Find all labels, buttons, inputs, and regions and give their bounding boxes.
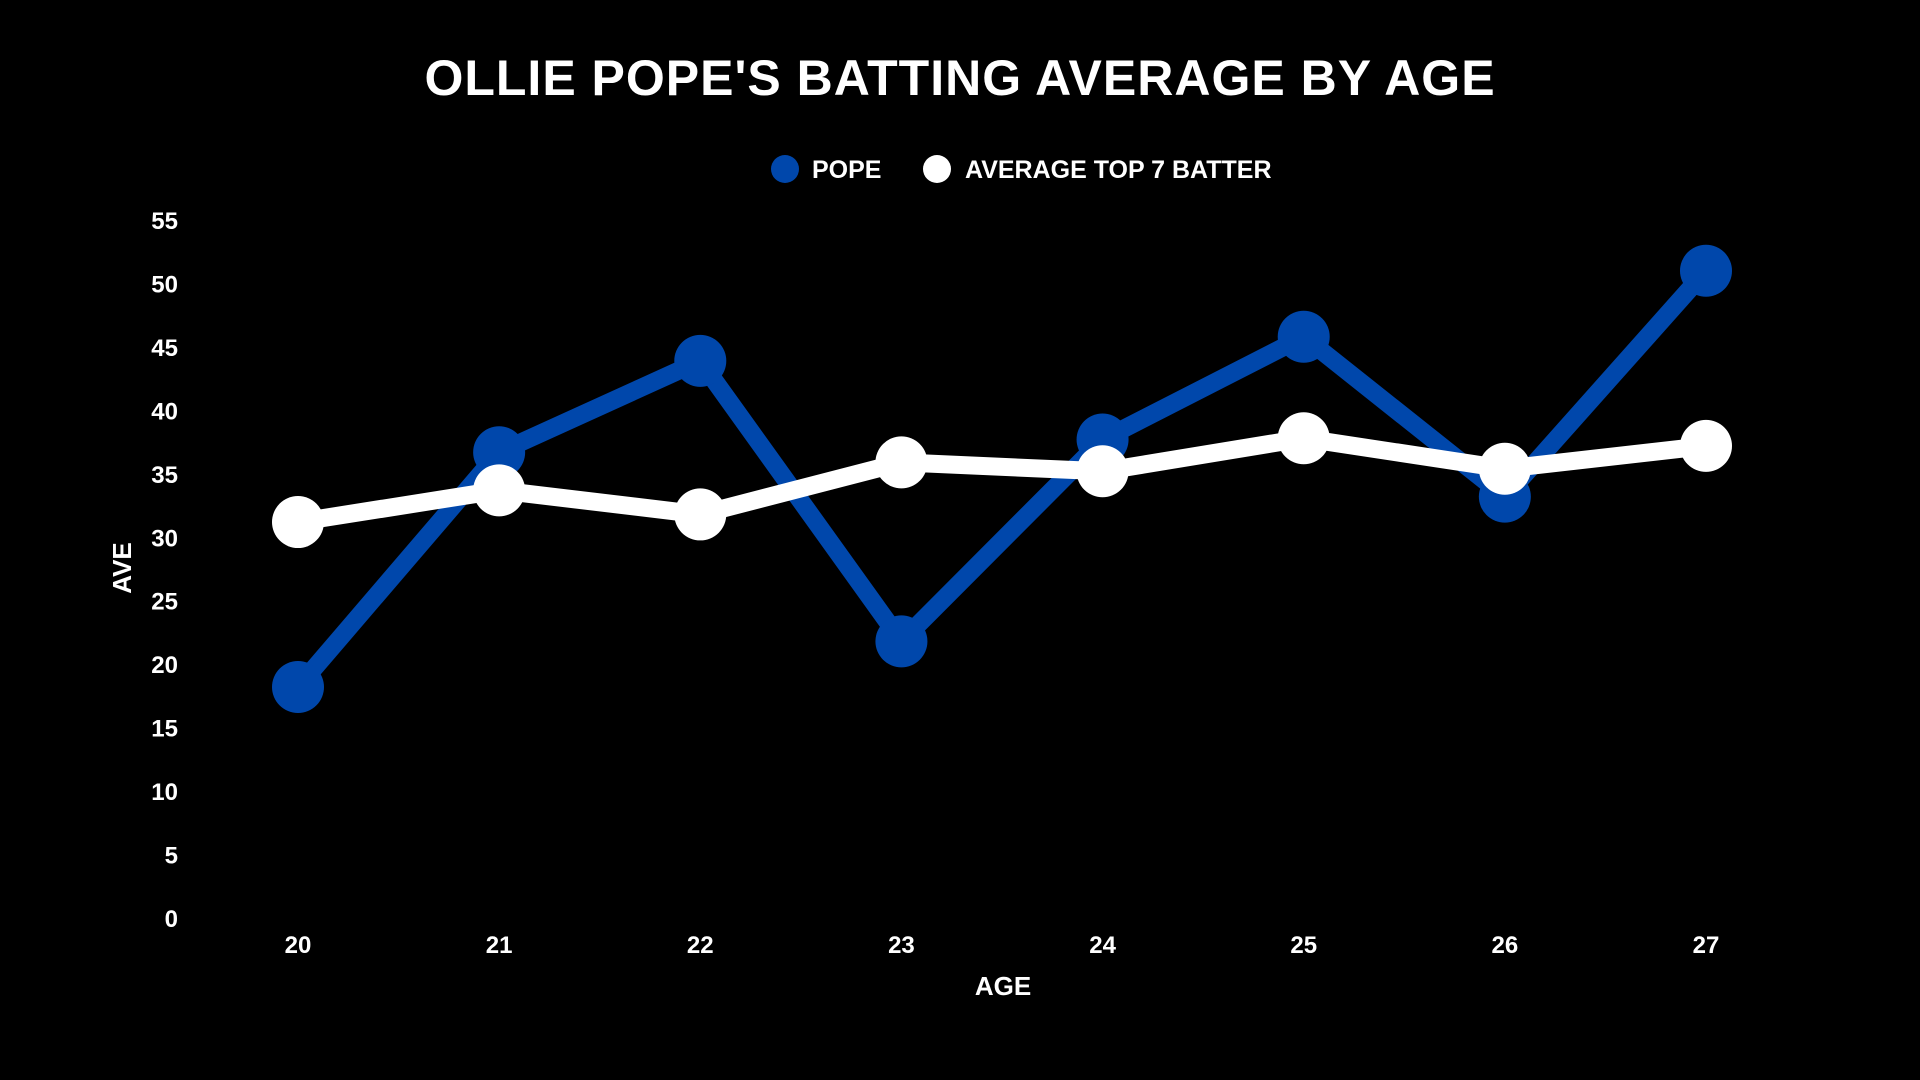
data-point-average-top-7-26 xyxy=(1478,442,1531,495)
data-point-average-top-7-25 xyxy=(1277,412,1330,465)
legend-marker-pope xyxy=(771,155,799,183)
y-axis-title: AVE xyxy=(107,542,137,594)
x-tick-label-26: 26 xyxy=(1492,932,1519,959)
series-average-top-7-batter xyxy=(272,412,1732,549)
series-layer xyxy=(272,244,1732,714)
y-tick-label-10: 10 xyxy=(151,779,178,806)
legend-label-average-top-7: AVERAGE TOP 7 BATTER xyxy=(965,156,1272,184)
data-point-average-top-7-23 xyxy=(875,436,928,489)
legend-label-pope: POPE xyxy=(812,156,881,184)
y-tick-label-35: 35 xyxy=(151,462,178,489)
chart-title: OLLIE POPE'S BATTING AVERAGE BY AGE xyxy=(424,50,1495,106)
x-tick-label-23: 23 xyxy=(888,932,915,959)
x-tick-label-21: 21 xyxy=(486,932,513,959)
y-tick-label-20: 20 xyxy=(151,652,178,679)
y-tick-label-30: 30 xyxy=(151,525,178,552)
data-point-pope-21 xyxy=(473,426,526,479)
data-point-pope-22 xyxy=(674,334,727,387)
x-tick-label-22: 22 xyxy=(687,932,714,959)
x-tick-label-25: 25 xyxy=(1290,932,1317,959)
data-point-average-top-7-21 xyxy=(473,464,526,517)
legend: POPE AVERAGE TOP 7 BATTER xyxy=(771,155,1272,184)
y-tick-label-50: 50 xyxy=(151,271,178,298)
x-axis-title: AGE xyxy=(975,971,1031,1001)
data-point-pope-23 xyxy=(875,615,928,668)
y-axis: 0 5 10 15 20 25 30 35 40 45 50 55 xyxy=(151,208,178,933)
y-tick-label-45: 45 xyxy=(151,335,178,362)
data-point-average-top-7-27 xyxy=(1680,419,1732,472)
y-tick-label-0: 0 xyxy=(165,906,178,933)
x-axis: 20 21 22 23 24 25 26 27 xyxy=(285,932,1720,959)
y-tick-label-5: 5 xyxy=(165,843,178,870)
data-point-average-top-7-20 xyxy=(272,496,324,549)
series-line-average-top-7-batter xyxy=(289,429,1715,532)
y-tick-label-25: 25 xyxy=(151,589,178,616)
x-tick-label-20: 20 xyxy=(285,932,312,959)
legend-marker-average-top-7 xyxy=(923,155,951,183)
y-tick-label-15: 15 xyxy=(151,716,178,743)
data-point-average-top-7-24 xyxy=(1076,445,1129,498)
y-tick-label-40: 40 xyxy=(151,398,178,425)
data-point-average-top-7-22 xyxy=(674,488,727,541)
data-point-pope-25 xyxy=(1277,310,1330,363)
data-point-pope-27 xyxy=(1680,244,1732,297)
y-tick-label-55: 55 xyxy=(151,208,178,235)
data-point-pope-20 xyxy=(272,661,324,714)
x-tick-label-27: 27 xyxy=(1693,932,1720,959)
x-tick-label-24: 24 xyxy=(1089,932,1116,959)
